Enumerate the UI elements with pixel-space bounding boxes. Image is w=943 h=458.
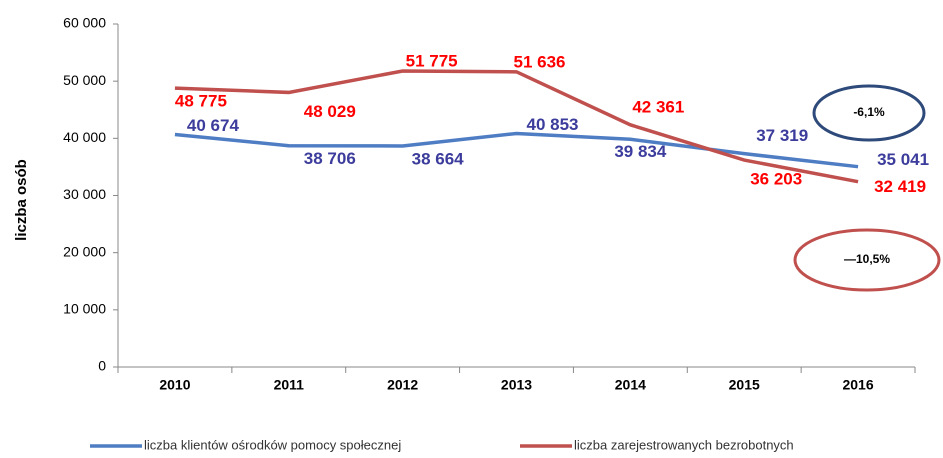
- y-tick-label: 40 000: [63, 129, 106, 145]
- data-label: 48 775: [175, 92, 227, 111]
- x-tick-label: 2012: [387, 377, 418, 393]
- data-label: 51 775: [406, 52, 458, 71]
- y-tick-label: 30 000: [63, 186, 106, 202]
- x-tick-label: 2015: [729, 377, 760, 393]
- data-label: 32 419: [874, 177, 926, 196]
- legend-label: liczba zarejestrowanych bezrobotnych: [574, 437, 794, 452]
- y-tick-label: 50 000: [63, 72, 106, 88]
- data-label: 40 853: [527, 115, 579, 134]
- y-axis-label: liczba osób: [13, 159, 30, 241]
- annotation-ellipse: [812, 84, 926, 142]
- series-line: [174, 131, 859, 169]
- annotation-ellipse: [793, 228, 941, 292]
- y-tick-label: 10 000: [63, 301, 106, 317]
- data-label: 40 674: [187, 116, 240, 135]
- data-label: 37 319: [756, 126, 808, 145]
- data-label: 35 041: [877, 150, 929, 169]
- x-tick-label: 2010: [159, 377, 190, 393]
- x-tick-label: 2014: [615, 377, 646, 393]
- data-label: 38 664: [412, 149, 465, 168]
- data-label: 42 361: [632, 97, 684, 116]
- y-tick-label: 60 000: [63, 15, 106, 31]
- series-line: [174, 69, 859, 184]
- data-label: 38 706: [304, 149, 356, 168]
- legend-label: liczba klientów ośrodków pomocy społeczn…: [144, 437, 401, 452]
- x-tick-label: 2011: [274, 377, 305, 393]
- data-label: 51 636: [514, 52, 566, 71]
- data-label: 39 834: [614, 142, 667, 161]
- x-tick-label: 2016: [842, 377, 873, 393]
- y-tick-label: 20 000: [63, 243, 106, 259]
- data-label: 36 203: [750, 170, 802, 189]
- data-label: 48 029: [304, 102, 356, 121]
- annotation: —10,5%: [844, 252, 890, 266]
- y-tick-label: 0: [98, 358, 106, 374]
- x-tick-label: 2013: [501, 377, 532, 393]
- annotation: -6,1%: [853, 105, 885, 119]
